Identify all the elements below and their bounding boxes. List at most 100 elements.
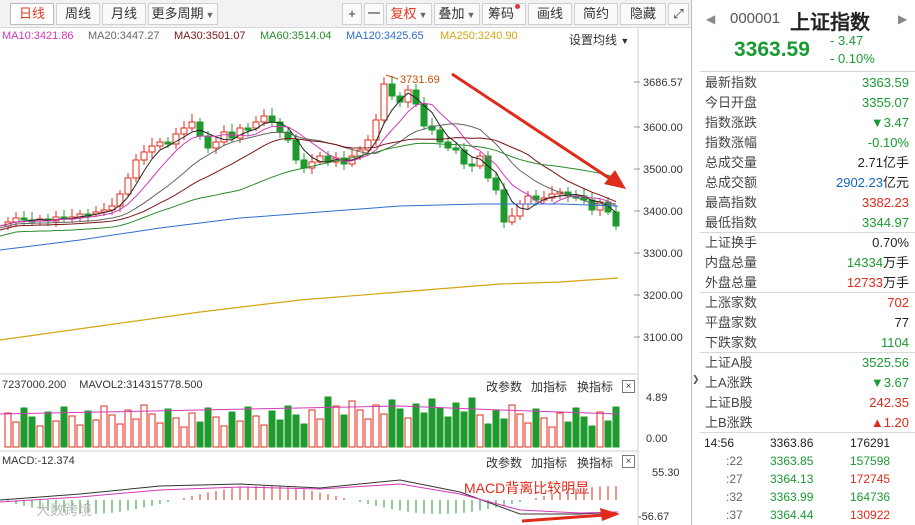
candle-body — [172, 133, 180, 145]
quote-panel: ◀ 000001 上证指数 ▶ 3363.59 - 3.47 - 0.10% 最… — [700, 0, 915, 525]
stat-value-wrap: ▲1.20 — [871, 413, 909, 433]
index-code: 000001 — [730, 10, 781, 27]
ma250-line — [0, 277, 619, 341]
tab-more-periods[interactable]: 更多周期 ▼ — [148, 3, 218, 25]
stat-label: 上B涨跌 — [705, 415, 753, 430]
volume-bar — [36, 425, 44, 448]
ma60-legend: MA60:3514.04 — [260, 30, 332, 42]
stat-value: 242.35 — [869, 395, 909, 410]
tick-row: :32 3363.99 164736 — [700, 488, 915, 506]
volume-bar — [348, 400, 356, 448]
zoom-out-button[interactable]: 一 — [364, 3, 384, 25]
stat-value: 3382.23 — [862, 195, 909, 210]
candle-body — [204, 135, 212, 149]
ma-setting-button[interactable]: 设置均线 ▼ — [569, 31, 629, 48]
macd-add-indicator-button[interactable]: 加指标 — [531, 456, 568, 470]
volume-bar — [268, 410, 276, 448]
candle-body — [492, 177, 500, 191]
volume-bar — [52, 420, 60, 448]
candle-body — [212, 141, 220, 149]
candle-body — [156, 141, 164, 147]
stat-row: 上证B股 242.35 — [700, 393, 915, 413]
chips-button[interactable]: 筹码 — [482, 3, 526, 25]
candle-body — [412, 89, 420, 105]
volume-bar — [20, 407, 28, 448]
macd-close-icon[interactable]: × — [622, 455, 635, 468]
expand-icon[interactable]: ⤢ — [668, 3, 689, 25]
candle-body — [180, 127, 188, 135]
volume-params-button[interactable]: 改参数 — [486, 380, 523, 394]
stat-label: 平盘家数 — [705, 315, 758, 330]
tick-row: 14:56 3363.86 176291 — [700, 434, 915, 452]
ma20-legend: MA20:3447.27 — [88, 30, 160, 42]
volume-bar — [188, 412, 196, 448]
stat-label: 上证换手 — [705, 235, 758, 250]
collapse-panel-icon[interactable]: ❯ — [692, 374, 700, 384]
volume-bar — [116, 423, 124, 448]
stat-value: 1104 — [881, 335, 909, 350]
kline-chart[interactable]: 3731.69 — [0, 0, 691, 525]
tab-monthly[interactable]: 月线 — [102, 3, 146, 25]
draw-line-button[interactable]: 画线 — [528, 3, 572, 25]
volume-bar — [564, 421, 572, 448]
stat-label: 内盘总量 — [705, 255, 758, 270]
volume-bar — [124, 409, 132, 448]
stat-label: 最新指数 — [705, 75, 758, 90]
stat-row: 上B涨跌 ▲1.20 — [700, 413, 915, 433]
volume-bar — [596, 411, 604, 448]
macd-dea-line — [0, 483, 619, 514]
chevron-down-icon: ▼ — [466, 10, 476, 20]
stat-row: 下跌家数 1104 — [700, 333, 915, 353]
volume-bar — [516, 413, 524, 448]
chevron-down-icon: ▼ — [620, 36, 630, 46]
trend-arrow-line — [451, 72, 613, 182]
macd-axis-bottom: -56.67 — [638, 511, 670, 523]
zoom-in-button[interactable]: + — [342, 3, 362, 25]
volume-bar — [324, 396, 332, 448]
macd-group — [0, 479, 619, 515]
prev-quote-icon[interactable]: ◀ — [706, 12, 716, 26]
stat-value-wrap: 242.35 — [869, 393, 909, 413]
volume-add-indicator-button[interactable]: 加指标 — [531, 380, 568, 394]
volume-bar — [452, 402, 460, 448]
stat-divider — [700, 232, 915, 233]
volume-switch-indicator-button[interactable]: 换指标 — [577, 380, 614, 394]
panel-divider — [691, 0, 692, 525]
stat-row: 最新指数 3363.59 — [700, 73, 915, 93]
candle-body — [508, 215, 516, 223]
volume-bar — [44, 411, 52, 448]
candle-body — [148, 145, 156, 153]
stat-unit: 万手 — [882, 255, 909, 270]
candle-body — [132, 159, 140, 179]
candle-body — [364, 139, 372, 151]
volume-bar — [316, 418, 324, 448]
stat-value: 3344.97 — [862, 215, 909, 230]
tab-daily[interactable]: 日线 — [10, 3, 54, 25]
volume-bar — [468, 397, 476, 448]
stat-value-wrap: 2902.23亿元 — [836, 173, 909, 193]
volume-bar — [588, 425, 596, 448]
volume-bar — [436, 407, 444, 448]
next-quote-icon[interactable]: ▶ — [898, 12, 908, 26]
hide-button[interactable]: 隐藏 — [620, 3, 666, 25]
volume-bar — [612, 406, 620, 448]
stat-label: 今日开盘 — [705, 95, 758, 110]
stat-label: 最低指数 — [705, 215, 758, 230]
index-name: 上证指数 — [790, 12, 870, 34]
adjust-dropdown[interactable]: 复权 ▼ — [386, 3, 432, 25]
tab-weekly[interactable]: 周线 — [56, 3, 100, 25]
simple-mode-button[interactable]: 简约 — [574, 3, 618, 25]
candle-body — [396, 95, 404, 103]
ma30-line — [0, 137, 617, 231]
volume-bar — [604, 420, 612, 448]
volume-close-icon[interactable]: × — [622, 380, 635, 393]
candle-body — [196, 121, 204, 137]
mavol-line — [0, 405, 619, 415]
ma5-line — [0, 92, 617, 227]
macd-switch-indicator-button[interactable]: 换指标 — [577, 456, 614, 470]
overlay-dropdown[interactable]: 叠加 ▼ — [434, 3, 480, 25]
stat-value-wrap: 14334万手 — [847, 253, 909, 273]
peak-label: 3731.69 — [400, 74, 440, 86]
macd-params-button[interactable]: 改参数 — [486, 456, 523, 470]
